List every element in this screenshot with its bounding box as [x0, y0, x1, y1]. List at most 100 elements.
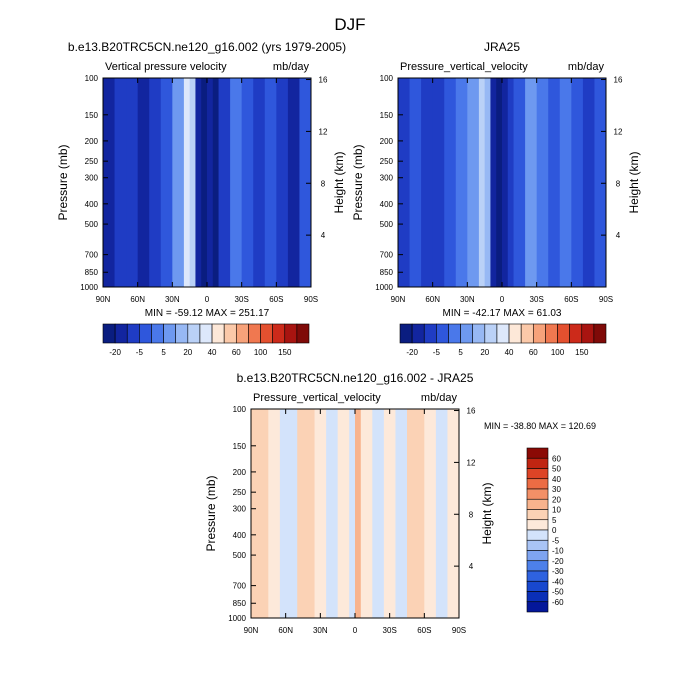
colorbar-label: -5 — [552, 536, 560, 545]
field-band — [349, 409, 356, 618]
colorbar-swatch — [557, 323, 570, 344]
colorbar-swatch — [436, 323, 449, 344]
colorbar-swatch — [296, 323, 310, 344]
colorbar-label: 20 — [552, 495, 561, 504]
panel-stats: MIN = -59.12 MAX = 251.17 — [145, 308, 270, 319]
x-tick-label: 90N — [244, 626, 259, 635]
y2-tick-label: 8 — [469, 510, 474, 519]
colorbar-label: 40 — [552, 475, 561, 484]
panel-title: b.e13.B20TRC5CN.ne120_g16.002 (yrs 1979-… — [68, 40, 346, 54]
y2-axis-label: Height (km) — [480, 482, 494, 544]
field-band — [502, 78, 509, 287]
colorbar-swatch — [272, 323, 286, 344]
colorbar-swatch — [284, 323, 298, 344]
colorbar-swatch — [526, 519, 549, 531]
y2-tick-label: 8 — [616, 179, 621, 188]
colorbar-swatch — [526, 457, 549, 469]
colorbar-swatch — [211, 323, 225, 344]
field-band — [287, 78, 301, 287]
colorbar-label: -20 — [552, 557, 564, 566]
colorbar-swatch — [460, 323, 474, 344]
field-band — [230, 78, 243, 287]
colorbar-label: -20 — [109, 348, 121, 357]
y-tick-label: 200 — [85, 137, 99, 146]
colorbar-label: -40 — [552, 577, 564, 586]
figure-title: DJF — [334, 15, 365, 34]
field-band — [513, 78, 526, 287]
field-band — [253, 78, 266, 287]
field-band — [279, 409, 298, 618]
colorbar-swatch — [526, 529, 549, 541]
colorbar-swatch — [526, 447, 549, 459]
field-band — [507, 78, 515, 287]
colorbar-swatch — [581, 323, 595, 344]
colorbar-label: -30 — [552, 567, 564, 576]
field-band — [571, 78, 584, 287]
colorbar-label: 40 — [208, 348, 217, 357]
y-axis-label: Pressure (mb) — [351, 144, 365, 220]
field-band — [268, 409, 281, 618]
colorbar-label: 20 — [480, 348, 489, 357]
field-band — [299, 78, 311, 287]
y-tick-label: 150 — [233, 442, 247, 451]
field — [251, 409, 459, 618]
field-band — [201, 78, 208, 287]
colorbar-swatch — [569, 323, 583, 344]
x-tick-label: 90N — [391, 295, 406, 304]
y-tick-label: 400 — [380, 200, 394, 209]
y-tick-label: 500 — [380, 220, 394, 229]
field-band — [183, 78, 191, 287]
x-tick-label: 60N — [425, 295, 440, 304]
colorbar-swatch — [526, 580, 549, 592]
field-band — [103, 78, 116, 287]
colorbar-swatch — [472, 323, 486, 344]
colorbar-swatch — [448, 323, 461, 344]
panel-3: b.e13.B20TRC5CN.ne120_g16.002 - JRA25 Pre… — [204, 371, 596, 635]
field-band — [126, 78, 139, 287]
x-tick-label: 30N — [460, 295, 475, 304]
x-tick-label: 60N — [278, 626, 293, 635]
colorbar-swatch — [526, 539, 549, 551]
colorbar-swatch — [163, 323, 177, 344]
x-tick-label: 60S — [269, 295, 283, 304]
x-tick-label: 0 — [500, 295, 505, 304]
colorbar-label: 5 — [458, 348, 463, 357]
panel-1: b.e13.B20TRC5CN.ne120_g16.002 (yrs 1979-… — [56, 40, 346, 357]
y2-tick-label: 4 — [469, 562, 474, 571]
panel-left-label: Pressure_vertical_velocity — [253, 392, 381, 404]
panel-left-label: Vertical pressure velocity — [105, 61, 227, 73]
x-tick-label: 30S — [530, 295, 544, 304]
colorbar: -20 -5 5 20 40 60 100 150 — [399, 323, 607, 357]
field-band — [395, 409, 408, 618]
colorbar: -20 -5 5 20 40 60 100 150 — [102, 323, 310, 357]
field-band — [407, 409, 425, 618]
field-band — [496, 78, 503, 287]
field-band — [314, 409, 327, 618]
y2-tick-label: 12 — [467, 458, 476, 467]
field-band — [195, 78, 202, 287]
colorbar-label: -50 — [552, 588, 564, 597]
x-tick-label: 90S — [452, 626, 466, 635]
field-band — [398, 78, 411, 287]
colorbar-swatch — [423, 323, 437, 344]
colorbar-swatch — [526, 509, 549, 521]
y-tick-label: 850 — [85, 268, 99, 277]
field-band — [189, 78, 197, 287]
field-band — [421, 78, 434, 287]
y2-tick-label: 8 — [321, 179, 326, 188]
field-band — [447, 409, 459, 618]
field-band — [424, 409, 437, 618]
colorbar-label: 30 — [552, 485, 561, 494]
colorbar-swatch — [526, 468, 549, 480]
colorbar-swatch — [526, 478, 549, 490]
colorbar-label: 0 — [552, 526, 557, 535]
colorbar-swatch — [545, 323, 558, 344]
field-band — [559, 78, 572, 287]
panel-title: JRA25 — [484, 40, 520, 54]
colorbar-label: 100 — [254, 348, 268, 357]
field-band — [536, 78, 549, 287]
field-band — [172, 78, 185, 287]
colorbar-swatch — [102, 323, 116, 344]
colorbar-swatch — [199, 323, 213, 344]
